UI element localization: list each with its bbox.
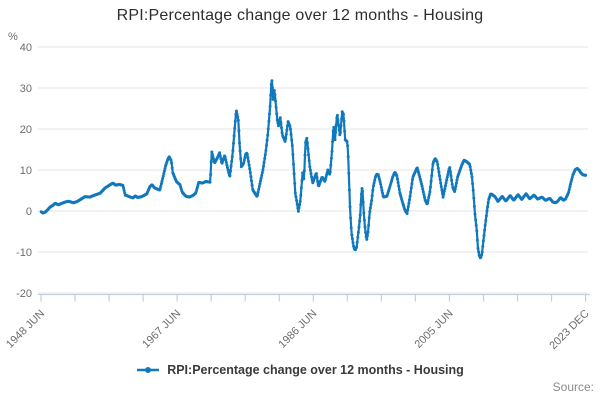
y-tick-label: 10: [20, 165, 32, 177]
y-tick-label: 30: [20, 83, 32, 95]
x-axis: [38, 293, 590, 302]
y-tick-label: 20: [20, 124, 32, 136]
legend-line-marker-icon: [137, 367, 160, 373]
x-axis-labels: 1948 JUN 1967 JUN 1986 JUN 2005 JUN 2023 DEC: [4, 308, 592, 352]
x-tick-label: 1986 JUN: [276, 308, 319, 351]
chart-title: RPI:Percentage change over 12 months - H…: [116, 7, 484, 24]
data-point-markers: [39, 79, 588, 260]
gridlines: [38, 46, 588, 294]
x-tick-label: 1967 JUN: [140, 308, 183, 351]
legend-item[interactable]: RPI:Percentage change over 12 months - H…: [0, 363, 600, 377]
y-tick-label: -20: [16, 288, 32, 300]
x-tick-label: 1948 JUN: [4, 308, 47, 351]
y-tick-label: 0: [26, 206, 32, 218]
y-tick-label: 40: [20, 42, 32, 54]
y-tick-label: -10: [16, 247, 32, 259]
x-tick-label: 2005 JUN: [412, 308, 455, 351]
y-axis-labels: -20 -10 0 10 20 30 40: [16, 42, 32, 300]
y-axis-unit-label: %: [8, 31, 18, 43]
series-line[interactable]: [40, 79, 587, 259]
x-tick-label: 2023 DEC: [547, 308, 591, 352]
source-label: Source:: [552, 380, 594, 394]
legend-label: RPI:Percentage change over 12 months - H…: [167, 363, 464, 377]
